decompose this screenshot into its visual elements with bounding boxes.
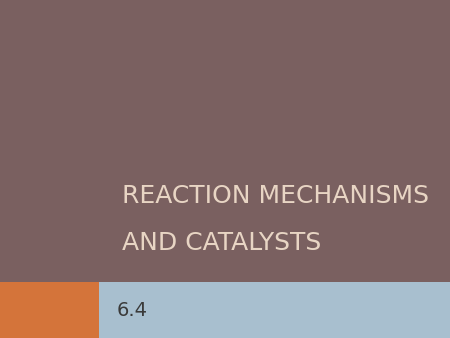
- Bar: [0, 282, 99, 338]
- Text: 6.4: 6.4: [117, 300, 148, 320]
- Bar: [99, 282, 450, 338]
- Text: AND CATALYSTS: AND CATALYSTS: [122, 231, 321, 256]
- Text: REACTION MECHANISMS: REACTION MECHANISMS: [122, 184, 428, 208]
